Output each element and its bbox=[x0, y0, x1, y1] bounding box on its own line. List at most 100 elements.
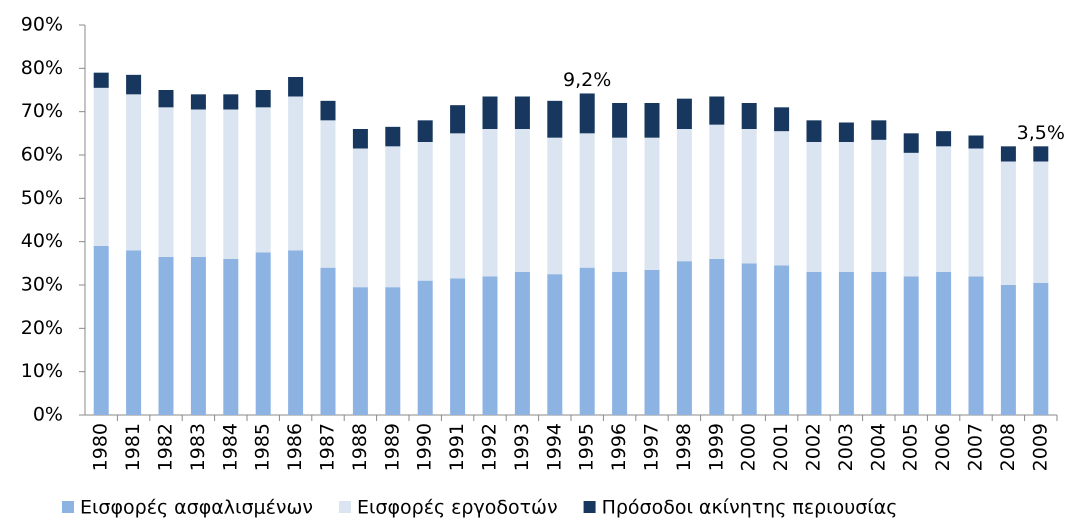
x-tick-label: 1986 bbox=[284, 423, 306, 471]
bar-segment bbox=[223, 94, 239, 110]
bar-segment bbox=[806, 272, 822, 415]
bar-segment bbox=[612, 137, 628, 272]
bar-segment bbox=[1033, 161, 1049, 283]
legend-swatch bbox=[583, 501, 596, 513]
bar-segment bbox=[450, 133, 466, 279]
bar-segment bbox=[968, 276, 984, 415]
bar-segment bbox=[774, 265, 790, 415]
x-tick-label: 1992 bbox=[479, 423, 501, 471]
y-tick-label: 30% bbox=[21, 274, 63, 296]
bar-segment bbox=[385, 126, 401, 147]
x-tick-label: 1998 bbox=[673, 423, 695, 471]
x-tick-label: 2004 bbox=[867, 423, 889, 471]
bar-segment bbox=[288, 77, 304, 97]
bar-segment bbox=[482, 129, 498, 277]
y-tick-label: 60% bbox=[21, 144, 63, 166]
x-tick-label: 2005 bbox=[900, 423, 922, 471]
x-tick-label: 1983 bbox=[187, 423, 209, 471]
bar-segment bbox=[288, 250, 304, 415]
bar-segment bbox=[1000, 161, 1016, 285]
y-tick-label: 90% bbox=[21, 14, 63, 36]
bar-segment bbox=[741, 129, 757, 264]
bar-segment bbox=[417, 142, 433, 281]
bar-segment bbox=[158, 90, 174, 108]
bar-segment bbox=[450, 105, 466, 134]
legend-swatch bbox=[62, 501, 74, 513]
bar-segment bbox=[579, 267, 595, 415]
legend-label: Εισφορές εργοδοτών bbox=[357, 497, 558, 519]
legend-label: Πρόσοδοι ακίνητης περιουσίας bbox=[602, 497, 898, 519]
legend-swatch bbox=[339, 501, 351, 513]
bar-segment bbox=[644, 269, 660, 415]
bar-segment bbox=[320, 267, 336, 415]
bar-segment bbox=[190, 109, 206, 257]
bar-segment bbox=[514, 129, 530, 272]
bar-segment bbox=[968, 135, 984, 149]
bar-segment bbox=[871, 120, 887, 140]
bar-segment bbox=[417, 120, 433, 142]
bar-segment bbox=[741, 263, 757, 415]
bar-segment bbox=[676, 261, 692, 415]
bar-segment bbox=[968, 148, 984, 277]
x-tick-label: 2006 bbox=[932, 423, 954, 471]
x-tick-label: 1987 bbox=[317, 423, 339, 471]
bar-segment bbox=[936, 131, 952, 147]
bar-segment bbox=[158, 256, 174, 415]
y-tick-label: 80% bbox=[21, 57, 63, 79]
x-tick-label: 1995 bbox=[576, 423, 598, 471]
x-tick-label: 2003 bbox=[835, 423, 857, 471]
bar-segment bbox=[93, 72, 109, 88]
bar-segment bbox=[709, 124, 725, 260]
x-tick-label: 1989 bbox=[381, 423, 403, 471]
bar-segment bbox=[936, 272, 952, 415]
bar-segment bbox=[450, 278, 466, 415]
bar-segment bbox=[806, 142, 822, 272]
bar-segment bbox=[579, 93, 595, 134]
y-tick-label: 40% bbox=[21, 230, 63, 252]
bar-segment bbox=[644, 103, 660, 138]
bar-segment bbox=[676, 98, 692, 129]
x-tick-label: 1996 bbox=[608, 423, 630, 471]
bar-segment bbox=[547, 274, 563, 415]
bar-segment bbox=[417, 280, 433, 415]
bar-segment bbox=[352, 287, 368, 415]
value-label: 3,5% bbox=[1017, 122, 1065, 144]
x-tick-label: 2000 bbox=[738, 423, 760, 471]
y-tick-label: 50% bbox=[21, 187, 63, 209]
x-tick-label: 1997 bbox=[641, 423, 663, 471]
bar-segment bbox=[547, 100, 563, 138]
x-tick-label: 1988 bbox=[349, 423, 371, 471]
x-tick-label: 1980 bbox=[90, 423, 112, 471]
x-tick-label: 2001 bbox=[770, 423, 792, 471]
bar-segment bbox=[871, 272, 887, 415]
bar-segment bbox=[806, 120, 822, 142]
bar-segment bbox=[255, 252, 271, 415]
bar-segment bbox=[547, 137, 563, 275]
bar-segment bbox=[93, 246, 109, 415]
bar-segment bbox=[223, 259, 239, 415]
bar-segment bbox=[223, 109, 239, 259]
bar-segment bbox=[709, 96, 725, 125]
y-tick-label: 20% bbox=[21, 317, 63, 339]
bar-segment bbox=[774, 107, 790, 132]
x-tick-label: 1981 bbox=[122, 423, 144, 471]
bar-segment bbox=[385, 146, 401, 288]
bar-segment bbox=[126, 250, 142, 415]
bar-segment bbox=[1000, 285, 1016, 415]
bar-segment bbox=[903, 133, 919, 153]
x-tick-label: 2007 bbox=[965, 423, 987, 471]
x-tick-label: 1985 bbox=[252, 423, 274, 471]
bar-segment bbox=[676, 129, 692, 262]
bar-segment bbox=[352, 148, 368, 288]
y-tick-label: 0% bbox=[33, 404, 63, 426]
bar-segment bbox=[579, 133, 595, 268]
legend-label: Εισφορές ασφαλισμένων bbox=[80, 497, 313, 519]
bar-segment bbox=[1033, 282, 1049, 415]
bar-segment bbox=[903, 152, 919, 277]
x-tick-label: 2009 bbox=[1029, 423, 1051, 471]
bar-segment bbox=[255, 90, 271, 108]
bar-segment bbox=[93, 87, 109, 246]
x-tick-label: 1982 bbox=[155, 423, 177, 471]
